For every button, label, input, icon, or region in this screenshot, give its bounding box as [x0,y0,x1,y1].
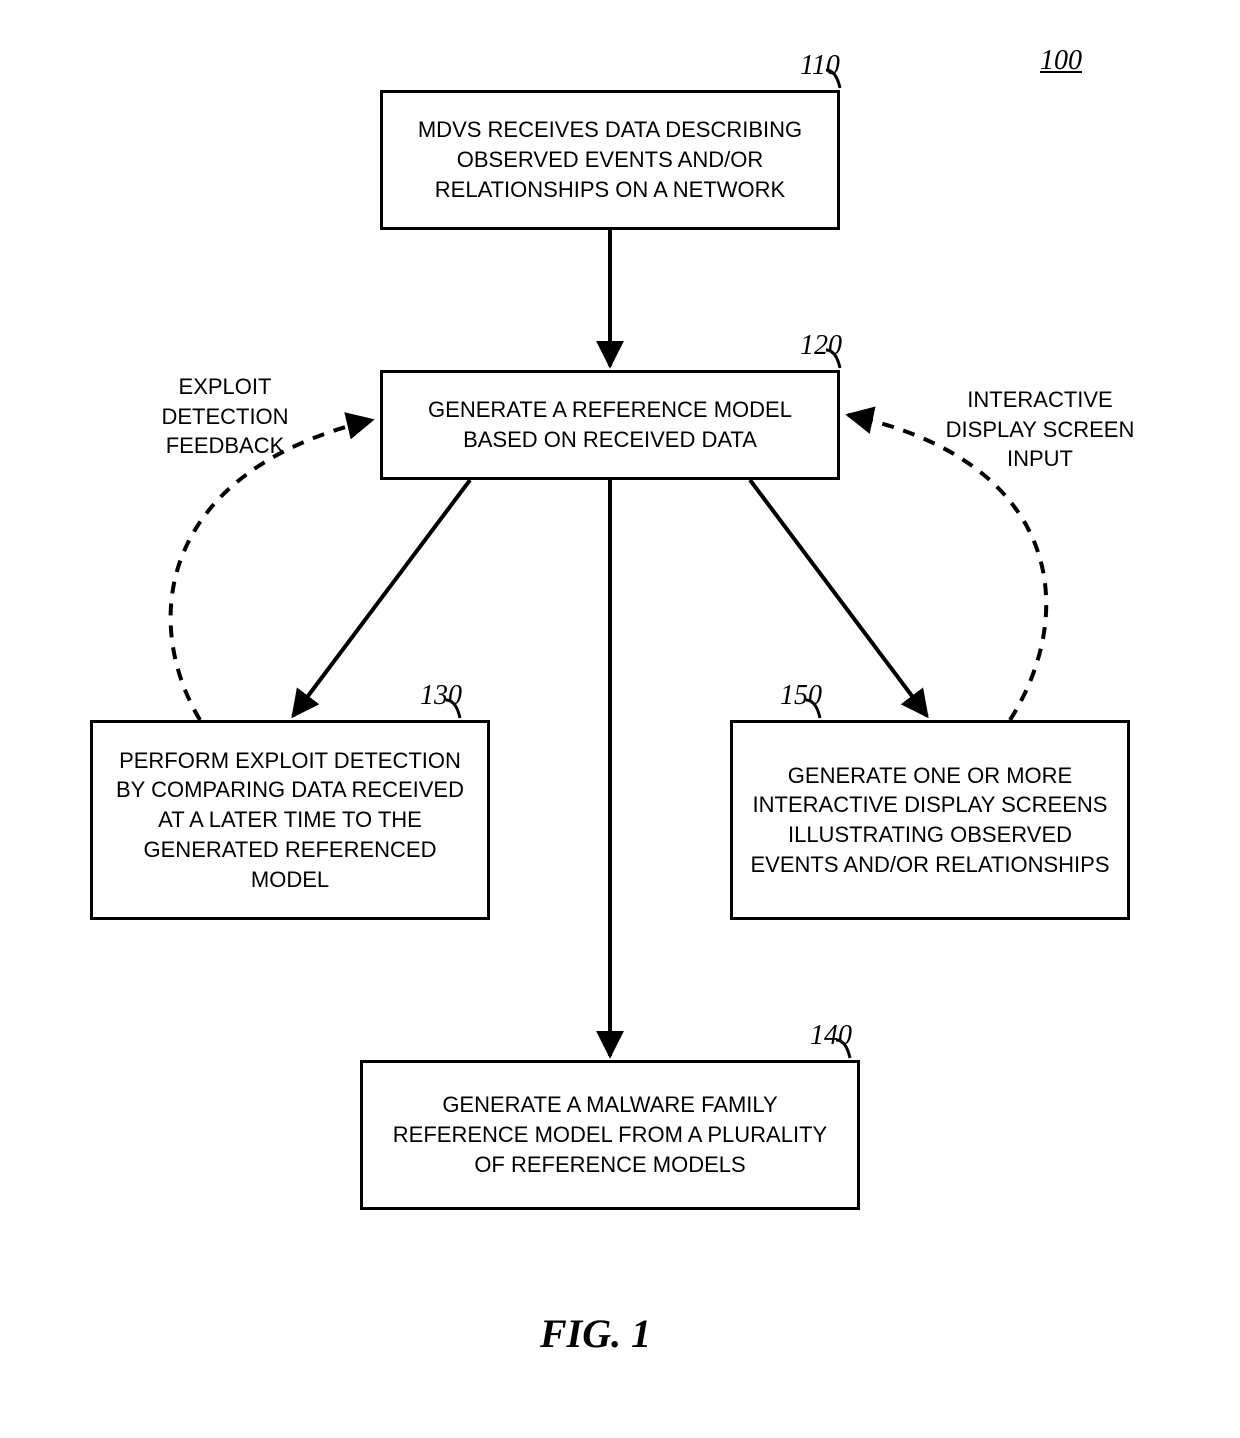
label-right-l3: INPUT [1007,446,1073,471]
label-left-l2: DETECTION [161,404,288,429]
node-120-text: GENERATE A REFERENCE MODEL BASED ON RECE… [399,395,821,454]
ref-130: 130 [420,680,462,712]
label-left-l3: FEEDBACK [166,433,285,458]
node-130: PERFORM EXPLOIT DETECTION BY COMPARING D… [90,720,490,920]
ref-140-text: 140 [810,1020,852,1051]
ref-100-text: 100 [1040,45,1082,76]
node-140: GENERATE A MALWARE FAMILY REFERENCE MODE… [360,1060,860,1210]
figure-caption-text: FIG. 1 [540,1311,651,1356]
node-110-text: MDVS RECEIVES DATA DESCRIBING OBSERVED E… [399,115,821,204]
label-left-l1: EXPLOIT [179,374,272,399]
figure-caption: FIG. 1 [540,1310,651,1357]
ref-110-text: 110 [800,50,840,81]
ref-150: 150 [780,680,822,712]
ref-150-text: 150 [780,680,822,711]
label-exploit-feedback: EXPLOIT DETECTION FEEDBACK [135,372,315,461]
ref-100: 100 [1040,45,1082,77]
node-130-text: PERFORM EXPLOIT DETECTION BY COMPARING D… [109,746,471,894]
ref-140: 140 [810,1020,852,1052]
ref-110: 110 [800,50,840,82]
node-150-text: GENERATE ONE OR MORE INTERACTIVE DISPLAY… [749,761,1111,880]
edge-120-150 [750,480,927,716]
label-right-l1: INTERACTIVE [967,387,1112,412]
ref-120-text: 120 [800,330,842,361]
node-110: MDVS RECEIVES DATA DESCRIBING OBSERVED E… [380,90,840,230]
ref-120: 120 [800,330,842,362]
node-120: GENERATE A REFERENCE MODEL BASED ON RECE… [380,370,840,480]
node-150: GENERATE ONE OR MORE INTERACTIVE DISPLAY… [730,720,1130,920]
edge-130-120-dashed [171,420,372,720]
ref-130-text: 130 [420,680,462,711]
node-140-text: GENERATE A MALWARE FAMILY REFERENCE MODE… [379,1090,841,1179]
label-interactive-input: INTERACTIVE DISPLAY SCREEN INPUT [920,385,1160,474]
label-right-l2: DISPLAY SCREEN [946,417,1135,442]
